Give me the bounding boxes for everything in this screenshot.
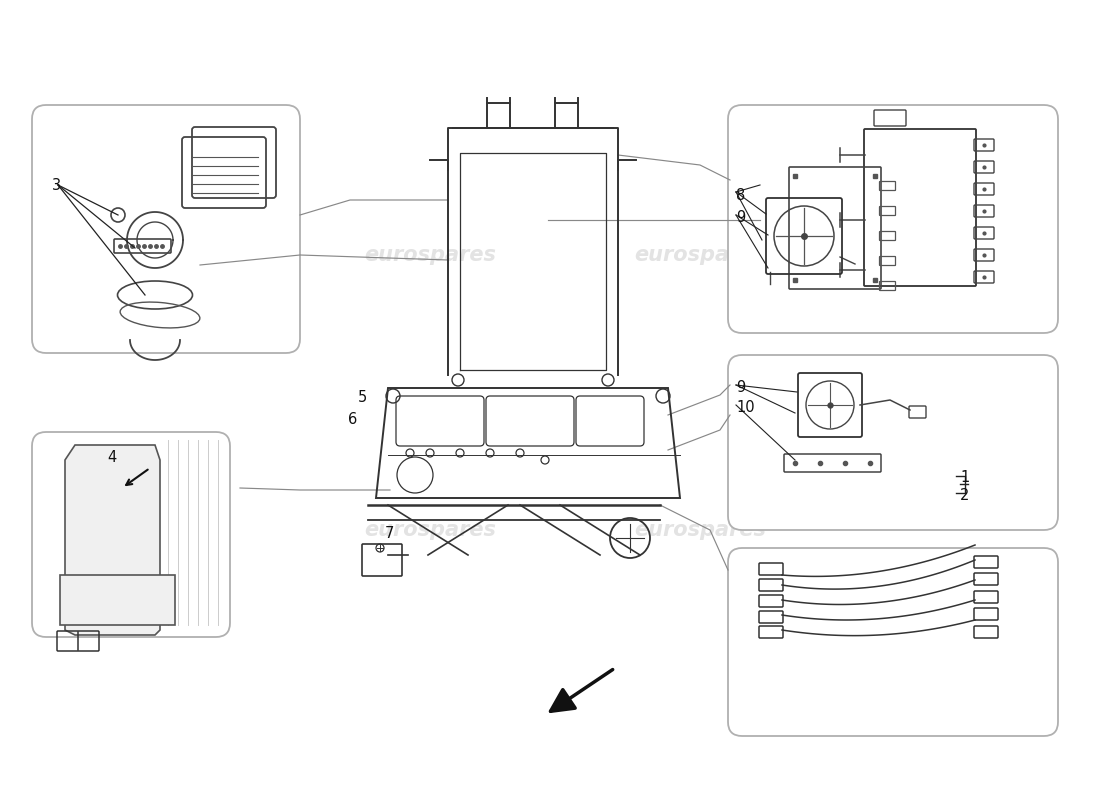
Polygon shape (65, 445, 160, 635)
Text: 5: 5 (358, 390, 367, 406)
Text: 10: 10 (736, 401, 755, 415)
Text: eurospares: eurospares (364, 245, 496, 265)
Text: eurospares: eurospares (89, 290, 221, 310)
FancyBboxPatch shape (32, 432, 230, 637)
FancyBboxPatch shape (728, 548, 1058, 736)
Text: 7: 7 (385, 526, 395, 541)
FancyBboxPatch shape (32, 105, 300, 353)
FancyBboxPatch shape (728, 105, 1058, 333)
Text: eurospares: eurospares (364, 520, 496, 540)
Text: eurospares: eurospares (634, 245, 766, 265)
Text: 4: 4 (107, 450, 117, 466)
Text: 1: 1 (960, 470, 969, 486)
Text: 9: 9 (736, 381, 746, 395)
Text: eurospares: eurospares (89, 555, 221, 575)
Text: 3: 3 (52, 178, 62, 193)
Text: eurospares: eurospares (634, 520, 766, 540)
Polygon shape (60, 575, 175, 625)
FancyBboxPatch shape (728, 355, 1058, 530)
Text: 9: 9 (736, 210, 746, 226)
Text: 2: 2 (960, 487, 969, 502)
Text: 8: 8 (736, 187, 746, 202)
Text: 6: 6 (348, 413, 358, 427)
